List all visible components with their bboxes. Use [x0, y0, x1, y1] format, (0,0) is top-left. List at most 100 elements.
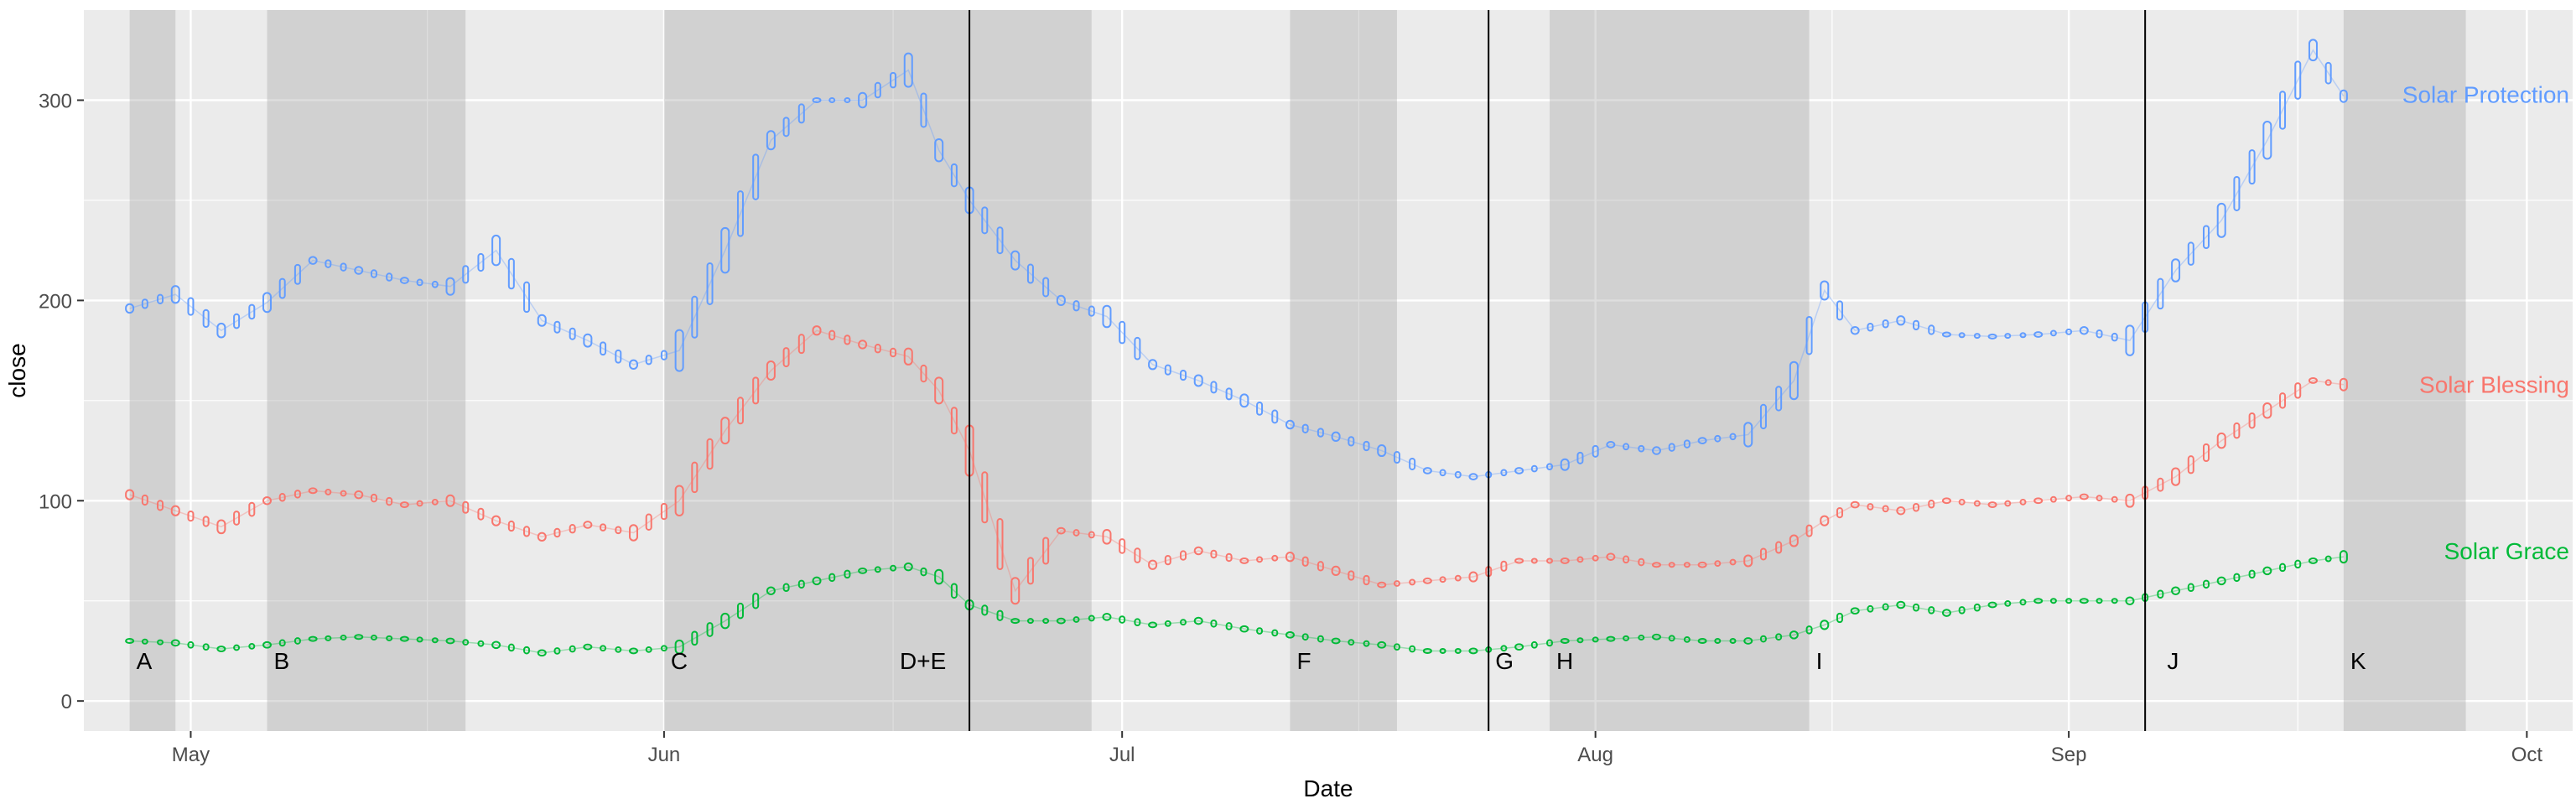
- series-day-mark: [2324, 61, 2332, 85]
- series-day-mark: [1805, 524, 1813, 537]
- series-day-mark: [1546, 463, 1554, 471]
- series-day-mark: [874, 344, 881, 354]
- series-day-mark: [569, 645, 576, 653]
- event-label: A: [137, 648, 153, 674]
- series-day-mark: [1530, 557, 1538, 564]
- series-day-mark: [507, 643, 515, 652]
- series-day-mark: [1714, 638, 1722, 644]
- series-day-mark: [125, 303, 135, 314]
- series-day-mark: [507, 257, 515, 290]
- series-day-mark: [2233, 175, 2241, 211]
- series-day-mark: [2202, 579, 2210, 589]
- series-day-mark: [2125, 324, 2135, 356]
- series-day-mark: [325, 489, 332, 495]
- series-day-mark: [1377, 444, 1387, 458]
- series-solar-blessing: [125, 325, 2348, 605]
- series-day-mark: [2233, 573, 2241, 583]
- series-day-mark: [537, 649, 547, 657]
- series-day-mark: [416, 500, 423, 507]
- series-day-mark: [233, 644, 241, 651]
- series-day-mark: [1867, 503, 1874, 511]
- series-day-mark: [431, 280, 439, 288]
- series-day-mark: [1606, 441, 1616, 449]
- series-day-mark: [1210, 381, 1218, 394]
- event-label: F: [1296, 648, 1311, 674]
- series-day-mark: [1775, 386, 1783, 412]
- series-day-mark: [1928, 606, 1935, 615]
- series-day-mark: [2019, 599, 2027, 606]
- shaded-period: [1550, 10, 1810, 731]
- series-day-mark: [340, 490, 347, 497]
- series-day-mark: [2279, 563, 2287, 573]
- series-day-mark: [340, 262, 347, 272]
- series-day-mark: [248, 501, 256, 517]
- series-day-mark: [386, 272, 393, 282]
- series-day-mark: [1714, 434, 1722, 443]
- series-day-mark: [2111, 332, 2118, 342]
- series-day-mark: [1789, 630, 1799, 640]
- series-day-mark: [1576, 451, 1584, 464]
- series-day-mark: [491, 640, 501, 650]
- series-day-mark: [1789, 534, 1799, 547]
- series-day-mark: [720, 417, 730, 445]
- series-day-mark: [1164, 554, 1171, 566]
- series-day-mark: [2339, 377, 2348, 392]
- series-day-mark: [890, 564, 897, 572]
- series-day-mark: [431, 637, 439, 644]
- series-day-mark: [1546, 557, 1554, 564]
- series-day-mark: [1134, 547, 1141, 563]
- series-day-mark: [1210, 619, 1218, 628]
- series-day-mark: [1638, 444, 1645, 453]
- series-day-mark: [262, 292, 273, 314]
- series-day-mark: [2308, 377, 2318, 384]
- series-day-mark: [1285, 630, 1295, 639]
- series-day-mark: [445, 277, 455, 296]
- series-day-mark: [1867, 322, 1874, 332]
- series-day-mark: [2111, 495, 2118, 503]
- series-day-mark: [1500, 645, 1508, 652]
- series-day-mark: [1010, 250, 1021, 271]
- series-day-mark: [934, 137, 944, 163]
- series-day-mark: [2111, 598, 2118, 604]
- series-day-mark: [354, 490, 364, 500]
- series-day-mark: [1973, 500, 1981, 507]
- series-day-mark: [1697, 561, 1707, 568]
- series-day-mark: [125, 638, 135, 644]
- series-day-mark: [1454, 647, 1462, 654]
- series-day-mark: [1363, 440, 1370, 452]
- series-day-mark: [1759, 547, 1767, 561]
- series-day-mark: [583, 333, 593, 348]
- series-day-mark: [1896, 506, 1906, 516]
- series-day-mark: [890, 347, 897, 358]
- series-day-mark: [1422, 577, 1432, 584]
- series-day-mark: [1317, 561, 1324, 572]
- series-day-mark: [1973, 333, 1981, 340]
- series-day-mark: [2262, 121, 2272, 160]
- series-day-mark: [1331, 431, 1341, 442]
- series-day-mark: [1454, 470, 1462, 479]
- plot-panel: [84, 10, 2573, 731]
- series-day-mark: [1148, 559, 1158, 570]
- event-label: B: [274, 648, 290, 674]
- series-day-mark: [2079, 325, 2089, 335]
- series-day-mark: [1913, 603, 1920, 612]
- series-day-mark: [1102, 304, 1112, 329]
- series-day-mark: [2324, 555, 2332, 563]
- series-day-mark: [1576, 637, 1584, 644]
- series-day-mark: [752, 592, 760, 609]
- series-day-mark: [1088, 615, 1095, 622]
- series-solar-grace: [125, 550, 2348, 657]
- series-day-mark: [399, 635, 409, 642]
- series-day-mark: [216, 646, 226, 652]
- series-day-mark: [766, 130, 776, 151]
- series-day-mark: [2096, 329, 2103, 339]
- series-day-mark: [1439, 576, 1446, 583]
- series-day-mark: [1882, 603, 1889, 611]
- series-day-mark: [370, 493, 377, 503]
- series-day-mark: [2096, 495, 2103, 501]
- series-day-mark: [1393, 643, 1400, 651]
- series-day-mark: [1941, 331, 1951, 338]
- series-day-mark: [2216, 432, 2226, 449]
- series-day-mark: [858, 567, 868, 574]
- series-day-mark: [844, 334, 851, 345]
